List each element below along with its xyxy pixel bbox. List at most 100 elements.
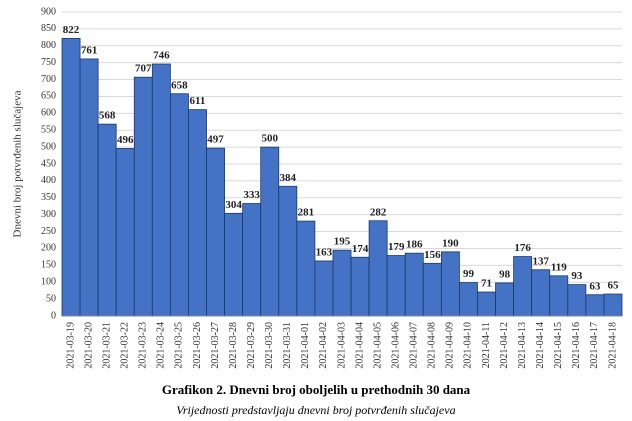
- y-tick-label: 300: [41, 209, 56, 220]
- bar: [531, 269, 551, 317]
- x-tick-label: 2021-03-31: [282, 322, 293, 369]
- value-label: 707: [135, 63, 152, 75]
- value-label: 176: [514, 242, 531, 254]
- bar: [567, 284, 587, 317]
- value-label: 195: [334, 236, 351, 248]
- value-label: 761: [81, 44, 98, 56]
- bar: [368, 220, 388, 317]
- bar: [440, 251, 460, 317]
- bar: [603, 293, 623, 317]
- y-tick-label: 250: [41, 226, 56, 237]
- y-tick-label: 550: [41, 125, 56, 136]
- bar: [206, 147, 225, 317]
- x-tick-label: 2021-04-06: [390, 322, 401, 369]
- value-label: 496: [117, 134, 134, 146]
- value-label: 746: [153, 50, 170, 62]
- chart-title: Grafikon 2. Dnevni broj oboljelih u pret…: [162, 382, 471, 397]
- bar: [585, 294, 605, 317]
- x-tick-label: 2021-04-08: [427, 322, 438, 369]
- bar: [549, 275, 569, 317]
- x-tick-label: 2021-04-04: [354, 322, 365, 369]
- x-tick-label: 2021-03-22: [120, 322, 131, 369]
- x-tick-label: 2021-04-17: [589, 322, 600, 369]
- value-label: 179: [388, 241, 405, 253]
- y-tick-label: 750: [41, 57, 56, 68]
- x-tick-label: 2021-04-13: [517, 322, 528, 369]
- x-tick-label: 2021-03-30: [264, 322, 275, 369]
- bar: [224, 212, 244, 317]
- value-label: 71: [481, 278, 492, 290]
- value-label: 333: [243, 189, 260, 201]
- x-tick-label: 2021-04-03: [336, 322, 347, 369]
- y-tick-label: 850: [41, 23, 56, 34]
- x-tick-label: 2021-04-12: [499, 322, 510, 369]
- value-label: 282: [370, 206, 387, 218]
- y-tick-label: 100: [41, 277, 56, 288]
- y-tick-label: 350: [41, 192, 56, 203]
- value-label: 63: [589, 280, 601, 292]
- y-tick-label: 150: [41, 260, 56, 271]
- value-label: 119: [551, 261, 567, 273]
- x-tick-label: 2021-03-21: [101, 322, 112, 369]
- value-label: 497: [207, 134, 224, 146]
- x-tick-label: 2021-04-18: [607, 322, 618, 369]
- x-tick-label: 2021-04-09: [445, 322, 456, 369]
- y-tick-label: 900: [41, 6, 56, 17]
- bar: [133, 76, 153, 317]
- value-label: 186: [406, 239, 423, 251]
- bar: [422, 262, 442, 317]
- bar: [278, 185, 298, 317]
- x-tick-label: 2021-03-24: [156, 322, 167, 369]
- y-tick-label: 800: [41, 40, 56, 51]
- bar: [314, 260, 334, 317]
- value-label: 99: [463, 268, 475, 280]
- bar: [386, 255, 406, 317]
- y-tick-label: 650: [41, 91, 56, 102]
- bar: [404, 252, 424, 317]
- value-label: 163: [316, 246, 333, 258]
- x-tick-label: 2021-04-14: [535, 322, 546, 369]
- x-tick-label: 2021-03-20: [83, 322, 94, 369]
- value-label: 500: [261, 133, 278, 145]
- chart-subtitle: Vrijednosti predstavljaju dnevni broj po…: [176, 403, 455, 417]
- x-tick-label: 2021-03-29: [246, 322, 257, 369]
- bar: [61, 37, 81, 317]
- y-axis-label: Dnevni broj potvrđenih slučajeva: [12, 90, 24, 237]
- value-label: 137: [532, 255, 549, 267]
- bar: [151, 63, 171, 317]
- value-label: 384: [280, 172, 297, 184]
- value-label: 822: [63, 24, 80, 36]
- y-tick-label: 200: [41, 243, 56, 254]
- bar: [477, 291, 496, 317]
- x-tick-label: 2021-04-15: [553, 322, 564, 369]
- value-label: 281: [298, 207, 315, 219]
- bar: [79, 58, 99, 317]
- x-tick-label: 2021-03-19: [65, 322, 76, 369]
- value-label: 658: [171, 79, 188, 91]
- x-tick-label: 2021-03-26: [192, 322, 203, 369]
- bar: [350, 256, 370, 317]
- value-label: 156: [424, 249, 441, 261]
- value-label: 98: [499, 268, 511, 280]
- x-tick-label: 2021-03-27: [210, 322, 221, 369]
- bar: [513, 256, 533, 317]
- value-label: 93: [571, 270, 583, 282]
- bar: [459, 282, 478, 317]
- value-label: 304: [225, 199, 242, 211]
- y-tick-label: 600: [41, 108, 56, 119]
- bar: [260, 146, 280, 317]
- y-tick-label: 450: [41, 158, 56, 169]
- x-tick-label: 2021-04-11: [481, 322, 492, 368]
- x-tick-label: 2021-04-05: [372, 322, 383, 369]
- bar: [242, 203, 262, 317]
- x-tick-label: 2021-03-25: [174, 322, 185, 369]
- x-tick-label: 2021-04-01: [300, 322, 311, 369]
- y-tick-label: 50: [46, 293, 56, 304]
- value-label: 65: [607, 280, 619, 292]
- value-label: 611: [190, 95, 206, 107]
- value-label: 568: [99, 110, 116, 122]
- x-tick-label: 2021-04-07: [409, 322, 420, 369]
- bar: [97, 123, 117, 317]
- y-tick-label: 400: [41, 175, 56, 186]
